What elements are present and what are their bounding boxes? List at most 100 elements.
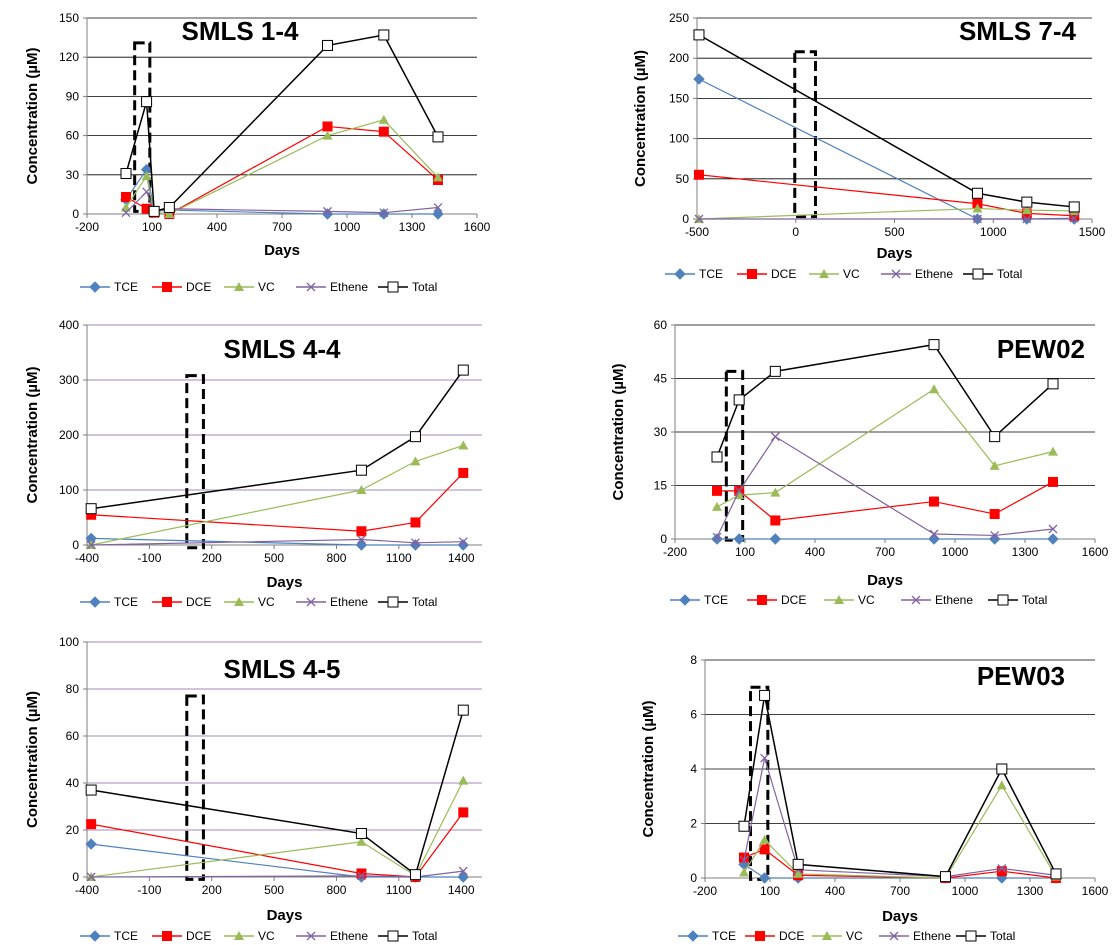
series-line-vc (743, 784, 1057, 879)
legend-label-tce: TCE (114, 595, 138, 609)
y-tick-label: 4 (690, 762, 697, 776)
y-tick-label: 30 (654, 425, 668, 439)
legend-marker-total (387, 930, 399, 942)
y-tick-label: 100 (669, 132, 689, 146)
data-point-dce (86, 509, 97, 520)
legend-item-dce: DCE (745, 929, 804, 943)
chart-title: SMLS 1-4 (181, 16, 299, 46)
data-point-total (85, 503, 97, 515)
legend-marker-tce (89, 596, 101, 608)
legend-label-ethene: Ethene (330, 280, 368, 294)
data-point-ethene (929, 529, 939, 539)
legend-item-ethene: Ethene (296, 280, 368, 294)
y-axis-label: Concentration (µM) (610, 364, 627, 501)
series-line-ethene (91, 870, 464, 878)
legend-item-vc: VC (224, 595, 275, 609)
data-point-tce (693, 73, 705, 85)
x-tick-label: -100 (137, 883, 161, 897)
legend-label-vc: VC (843, 267, 860, 281)
legend-label-dce: DCE (781, 593, 806, 607)
y-tick-label: 60 (654, 318, 668, 332)
legend-label-tce: TCE (699, 267, 723, 281)
data-point-tce (1047, 533, 1059, 545)
legend-label-vc: VC (846, 929, 863, 943)
legend: TCE DCE VC Ethene Total (678, 929, 1015, 943)
data-point-total (322, 39, 333, 51)
y-tick-label: 150 (59, 11, 79, 25)
y-tick-label: 45 (654, 372, 668, 386)
data-point-total (733, 394, 745, 406)
data-point-total (1068, 201, 1080, 213)
data-point-total (141, 96, 153, 108)
data-point-tce (355, 539, 368, 551)
x-tick-label: -100 (137, 551, 161, 565)
legend-marker-vc (234, 282, 244, 291)
x-axis-label: Days (267, 574, 303, 591)
series-line-dce (743, 848, 1057, 879)
data-point-ethene (86, 872, 96, 882)
legend-item-vc: VC (224, 929, 275, 943)
series-total (693, 29, 1080, 213)
chart-smls-1-4: 0 30 60 90 120 150 -200 100 400 700 1000 1300 1600 Da… (24, 11, 491, 294)
legend-marker-total (387, 596, 399, 608)
legend-marker-ethene (911, 595, 921, 605)
data-point-vc (141, 171, 152, 181)
data-point-ethene (1069, 213, 1079, 223)
legend-marker-vc (834, 595, 844, 604)
data-point-tce (409, 539, 422, 551)
data-point-ethene (356, 871, 366, 881)
x-tick-label: -200 (75, 220, 99, 234)
data-point-tce (457, 871, 469, 883)
chart-panel-3: 0 100 200 300 400 -400 -100 200 500 800 1100 1400 Da… (0, 310, 555, 615)
y-tick-label: 15 (654, 479, 668, 493)
x-tick-label: -400 (75, 551, 99, 565)
legend-label-vc: VC (258, 595, 275, 609)
x-tick-label: 1100 (386, 551, 412, 565)
legend-label-dce: DCE (186, 280, 211, 294)
x-tick-label: 1300 (399, 220, 426, 234)
legend-item-ethene: Ethene (901, 593, 973, 607)
x-tick-label: 1300 (1012, 545, 1039, 559)
legend-marker-vc (822, 931, 832, 940)
data-point-vc (1021, 205, 1032, 215)
legend-label-total: Total (1022, 593, 1047, 607)
data-point-total (409, 431, 421, 443)
data-point-total (355, 828, 367, 840)
x-tick-label: 400 (207, 220, 227, 234)
legend-item-vc: VC (809, 267, 860, 281)
data-point-dce (458, 467, 469, 478)
data-point-dce (1069, 210, 1080, 221)
data-point-dce (712, 485, 722, 496)
data-point-total (409, 869, 421, 881)
data-point-dce (759, 844, 770, 855)
data-point-tce (988, 533, 1001, 545)
data-point-tce (711, 533, 723, 545)
series-dce (86, 467, 469, 537)
data-point-dce (458, 807, 469, 818)
data-point-total (989, 431, 1001, 443)
series-ethene (712, 432, 1058, 542)
chart-title: SMLS 7-4 (959, 16, 1077, 46)
data-point-ethene (739, 855, 749, 865)
y-tick-label: 100 (59, 483, 79, 497)
legend-label-ethene: Ethene (913, 929, 951, 943)
legend-marker-ethene (306, 931, 316, 941)
x-tick-label: 400 (825, 884, 845, 898)
y-tick-label: 400 (59, 318, 79, 332)
data-point-vc (356, 485, 367, 494)
data-point-dce (1048, 476, 1058, 487)
data-point-ethene (1022, 214, 1032, 224)
data-point-ethene (433, 203, 443, 212)
data-point-ethene (734, 486, 744, 496)
legend-marker-vc (234, 597, 244, 606)
series-vc (712, 384, 1058, 511)
series-line-ethene (743, 757, 1057, 878)
data-point-total (759, 689, 771, 701)
data-point-dce (410, 517, 421, 528)
x-tick-label: 700 (875, 545, 895, 559)
x-axis-label: Days (264, 242, 300, 259)
treatment-window-box (133, 41, 152, 213)
data-point-tce (733, 533, 745, 545)
legend: TCE DCE VC Ethene Total (80, 280, 437, 294)
x-tick-label: 1400 (448, 551, 475, 565)
